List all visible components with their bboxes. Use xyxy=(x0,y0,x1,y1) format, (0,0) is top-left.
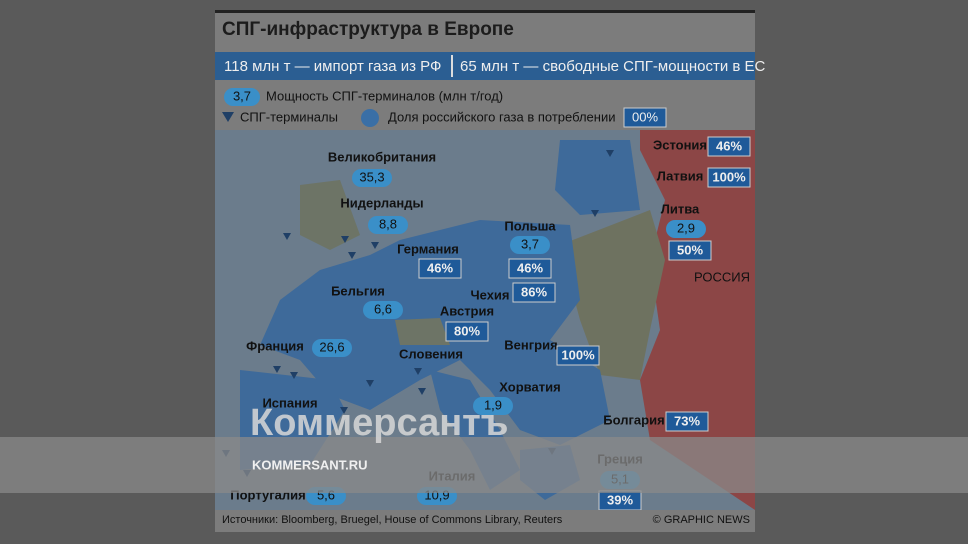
share-value: 46% xyxy=(716,138,742,153)
country-name: Австрия xyxy=(440,303,494,318)
country-name: Литва xyxy=(661,201,700,216)
legend-capacity-swatch xyxy=(224,88,260,106)
share-box xyxy=(418,258,462,279)
share-value: 39% xyxy=(607,492,633,507)
share-box xyxy=(707,167,751,188)
share-box xyxy=(668,240,712,261)
top-rule xyxy=(215,10,755,13)
watermark-brand: Коммерсантъ xyxy=(250,402,508,444)
capacity-pill xyxy=(510,236,550,254)
share-value: 50% xyxy=(677,242,703,257)
country-name: Словения xyxy=(399,346,463,361)
legend-share-sample: 00% xyxy=(632,109,658,124)
legend-share-swatch xyxy=(623,107,667,128)
country-name: Бельгия xyxy=(331,283,385,298)
watermark-band xyxy=(0,437,968,493)
country-name: Чехия xyxy=(471,287,510,302)
credit: © GRAPHIC NEWS xyxy=(653,514,750,526)
share-value: 100% xyxy=(712,169,746,184)
country-name: Болгария xyxy=(603,412,664,427)
banner-left: 118 млн т — импорт газа из РФ xyxy=(224,58,441,75)
share-value: 100% xyxy=(561,347,595,362)
watermark-url: KOMMERSANT.RU xyxy=(252,457,368,472)
legend-share-label: Доля российского газа в потреблении xyxy=(388,109,615,124)
banner-right: 65 млн т — свободные СПГ-мощности в ЕС xyxy=(460,58,766,75)
capacity-pill xyxy=(352,169,392,187)
share-box xyxy=(512,282,556,303)
share-value: 73% xyxy=(674,413,700,428)
baltics-area xyxy=(555,140,640,215)
country-name: Латвия xyxy=(657,168,704,183)
capacity-value: 2,9 xyxy=(677,220,695,235)
country-name: Германия xyxy=(397,241,459,256)
legend-capacity-label: Мощность СПГ-терминалов (млн т/год) xyxy=(266,88,503,103)
capacity-pill xyxy=(473,397,513,415)
share-box xyxy=(445,321,489,342)
country-name: Франция xyxy=(246,338,304,353)
legend-terminal-icon xyxy=(222,112,234,122)
country-name: Эстония xyxy=(653,137,707,152)
share-box xyxy=(508,258,552,279)
share-value: 46% xyxy=(517,260,543,275)
country-name: Испания xyxy=(262,395,317,410)
ukraine-area xyxy=(560,210,665,380)
capacity-value: 1,9 xyxy=(484,397,502,412)
capacity-pill xyxy=(363,301,403,319)
swiss-area xyxy=(395,318,450,345)
capacity-value: 6,6 xyxy=(374,301,392,316)
country-name: Венгрия xyxy=(504,337,557,352)
capacity-pill xyxy=(666,220,706,238)
footer-bg xyxy=(215,510,755,532)
country-name: Великобритания xyxy=(328,149,436,164)
capacity-value: 8,8 xyxy=(379,216,397,231)
country-name: Польша xyxy=(504,218,556,233)
share-box xyxy=(665,411,709,432)
uk-area xyxy=(300,180,360,250)
share-value: 86% xyxy=(521,284,547,299)
country-name: Нидерланды xyxy=(340,195,423,210)
share-value: 46% xyxy=(427,260,453,275)
capacity-value: 3,7 xyxy=(521,236,539,251)
share-box xyxy=(707,136,751,157)
capacity-value: 35,3 xyxy=(359,169,384,184)
legend-terminals-label: СПГ-терминалы xyxy=(240,109,338,124)
capacity-pill xyxy=(312,339,352,357)
capacity-value: 26,6 xyxy=(319,339,344,354)
sources: Источники: Bloomberg, Bruegel, House of … xyxy=(222,514,563,526)
share-value: 80% xyxy=(454,323,480,338)
capacity-pill xyxy=(368,216,408,234)
country-name: Хорватия xyxy=(499,379,560,394)
share-box xyxy=(556,345,600,366)
legend-share-icon xyxy=(361,109,379,127)
banner xyxy=(215,52,755,80)
title: СПГ-инфраструктура в Европе xyxy=(222,19,514,40)
legend-capacity-sample: 3,7 xyxy=(233,88,251,103)
russia-label: РОССИЯ xyxy=(694,269,750,284)
